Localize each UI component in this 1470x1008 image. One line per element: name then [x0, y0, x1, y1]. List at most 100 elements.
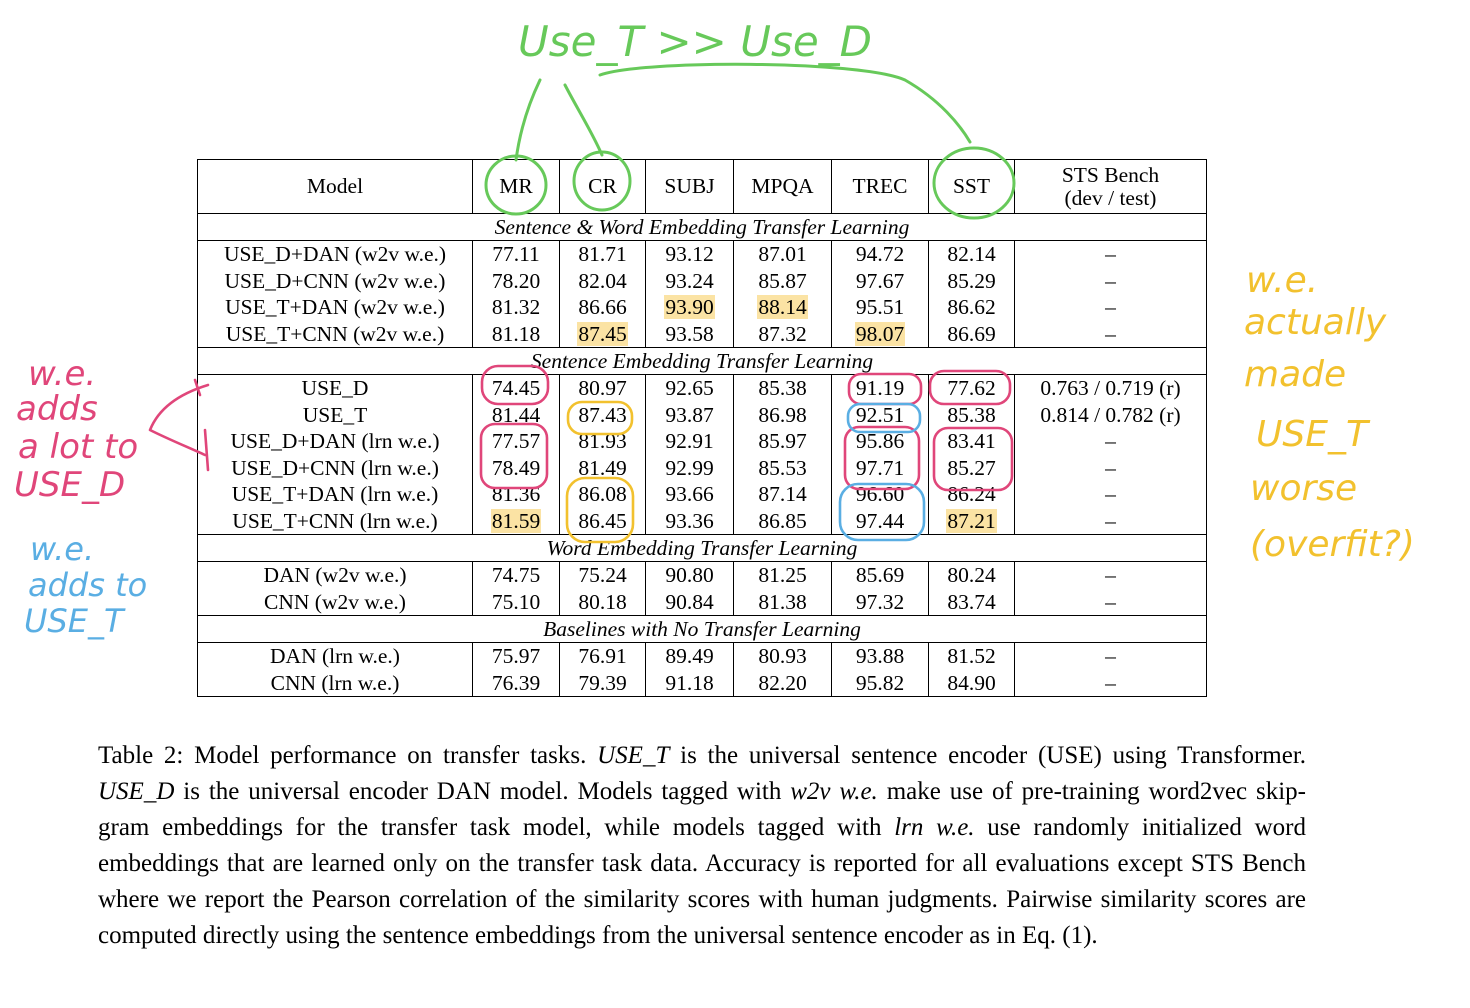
score-cell-subj: 90.80: [645, 561, 734, 589]
caption-part4: use randomly initialized word embeddings…: [98, 814, 1307, 949]
caption-term-use-t: USE_T: [597, 742, 670, 769]
score-cell-subj: 89.49: [645, 642, 734, 670]
score-cell-cr: 87.45: [559, 320, 646, 348]
model-name-cell: USE_D+DAN (w2v w.e.): [197, 240, 473, 268]
pink-note-line-4: USE_D: [14, 465, 125, 505]
score-cell-sst: 82.14: [928, 240, 1015, 268]
table-row: USE_T+CNN (w2v w.e.) 81.18 87.45 93.58 87.32…: [197, 320, 1207, 348]
score-cell-sts: –: [1014, 642, 1207, 670]
pink-note-line-1: w.e.: [28, 354, 96, 394]
pink-note-line-2: adds: [16, 389, 98, 429]
score-cell-trec: 97.44: [831, 507, 929, 535]
score-cell-mpqa: 86.85: [733, 507, 832, 535]
section-header-row: Sentence Embedding Transfer Learning: [197, 347, 1207, 375]
score-cell-trec: 94.72: [831, 240, 929, 268]
score-cell-cr: 76.91: [559, 642, 646, 670]
caption-term-w2v: w2v w.e.: [790, 778, 878, 805]
score-cell-mr: 78.20: [472, 267, 560, 294]
score-cell-sts: –: [1014, 454, 1207, 481]
header-sts-title: STS Bench: [1061, 162, 1160, 187]
score-cell-subj: 92.99: [645, 454, 734, 481]
score-cell-sts: –: [1014, 507, 1207, 535]
score-cell-subj: 91.18: [645, 669, 734, 697]
yellow-note-line-1: w.e.: [1246, 260, 1318, 301]
highlighted-score: 88.14: [757, 295, 808, 320]
yellow-note-line-2: actually: [1244, 302, 1387, 343]
caption-part1: is the universal sentence encoder (USE) …: [669, 742, 1307, 769]
score-cell-sts: –: [1014, 561, 1207, 589]
score-cell-mpqa: 88.14: [733, 294, 832, 321]
score-cell-sts: –: [1014, 294, 1207, 321]
blue-note-line-1: w.e.: [30, 530, 94, 568]
caption-term-lrn: lrn w.e.: [894, 814, 975, 841]
score-cell-mpqa: 81.25: [733, 561, 832, 589]
highlighted-score: 87.21: [946, 508, 997, 533]
score-cell-mpqa: 82.20: [733, 669, 832, 697]
score-cell-sst: 86.24: [928, 481, 1015, 508]
score-cell-sts: 0.814 / 0.782 (r): [1014, 401, 1207, 428]
highlighted-score: 93.90: [664, 295, 715, 320]
green-line-to-cr: [563, 83, 604, 157]
table-row: USE_D+CNN (w2v w.e.) 78.20 82.04 93.24 85.87…: [197, 267, 1207, 294]
score-cell-subj: 93.36: [645, 507, 734, 535]
score-cell-cr: 86.08: [559, 481, 646, 508]
score-cell-sst: 86.62: [928, 294, 1015, 321]
score-cell-cr: 81.49: [559, 454, 646, 481]
blue-note-line-2: adds to: [28, 566, 147, 604]
score-cell-mpqa: 87.14: [733, 481, 832, 508]
score-cell-trec: 97.71: [831, 454, 929, 481]
score-cell-sts: –: [1014, 320, 1207, 348]
pink-circle-use-d-mr: [480, 364, 550, 406]
highlighted-score: 98.07: [854, 321, 906, 346]
score-cell-sst: 84.90: [928, 669, 1015, 697]
section-title: Sentence Embedding Transfer Learning: [197, 347, 1207, 375]
header-subj: SUBJ: [645, 159, 734, 214]
table-row: USE_D+CNN (lrn w.e.) 78.49 81.49 92.99 85.53…: [197, 454, 1207, 481]
pink-circle-lrn-sst: [932, 426, 1014, 492]
model-name-cell: DAN (w2v w.e.): [197, 561, 473, 589]
score-cell-mr: 81.18: [472, 320, 560, 348]
table-row: USE_D+DAN (w2v w.e.) 77.11 81.71 93.12 87.01…: [197, 240, 1207, 268]
score-cell-subj: 93.66: [645, 481, 734, 508]
blue-circle-use-t-trec: [846, 402, 922, 434]
caption-lead: Table 2: Model performance on transfer t…: [98, 742, 598, 769]
score-cell-sts: 0.763 / 0.719 (r): [1014, 374, 1207, 402]
section-title: Baselines with No Transfer Learning: [197, 615, 1207, 643]
score-cell-cr: 75.24: [559, 561, 646, 589]
pink-annotation-group: w.e. adds a lot to USE_D: [14, 354, 1014, 505]
pink-circle-use-d-sst: [928, 369, 1012, 406]
highlighted-score: 81.59: [490, 508, 542, 533]
score-cell-sst: 86.69: [928, 320, 1015, 348]
blue-circle-lrn-trec: [838, 482, 926, 542]
highlighted-score: 87.45: [577, 321, 628, 346]
table-row: USE_T+CNN (lrn w.e.) 81.59 86.45 93.36 86.85…: [197, 507, 1207, 535]
yellow-note-line-5: worse: [1250, 468, 1357, 509]
model-name-cell: USE_T+DAN (lrn w.e.): [197, 481, 473, 508]
model-name-cell: USE_T+DAN (w2v w.e.): [197, 294, 473, 321]
table-row: USE_T+DAN (lrn w.e.) 81.36 86.08 93.66 87.14…: [197, 481, 1207, 508]
score-cell-mr: 74.45: [472, 374, 560, 402]
score-cell-mr: 81.32: [472, 294, 560, 321]
model-name-cell: USE_D: [197, 374, 473, 402]
results-table: Model MR CR SUBJ MPQA TREC SST STS Bench…: [197, 159, 1207, 697]
score-cell-mr: 75.97: [472, 642, 560, 670]
table-row: DAN (w2v w.e.) 74.75 75.24 90.80 81.25 85.69 8…: [197, 561, 1207, 589]
score-cell-mr: 77.11: [472, 240, 560, 268]
score-cell-sts: –: [1014, 240, 1207, 268]
section-title: Sentence & Word Embedding Transfer Learn…: [197, 213, 1207, 241]
header-sts-bench: STS Bench (dev / test): [1014, 159, 1207, 214]
yellow-note-line-3: made: [1244, 354, 1346, 395]
score-cell-mpqa: 85.38: [733, 374, 832, 402]
score-cell-trec: 97.67: [831, 267, 929, 294]
score-cell-subj: 93.87: [645, 401, 734, 428]
score-cell-subj: 93.90: [645, 294, 734, 321]
model-name-cell: DAN (lrn w.e.): [197, 642, 473, 670]
score-cell-cr: 82.04: [559, 267, 646, 294]
score-cell-trec: 93.88: [831, 642, 929, 670]
blue-annotation-group: w.e. adds to USE_T: [24, 402, 926, 640]
header-sts-sub: (dev / test): [1064, 185, 1157, 210]
score-cell-subj: 90.84: [645, 588, 734, 616]
table-row: DAN (lrn w.e.) 75.97 76.91 89.49 80.93 93.88 8…: [197, 642, 1207, 670]
yellow-circle-lrn-cr: [565, 476, 635, 544]
